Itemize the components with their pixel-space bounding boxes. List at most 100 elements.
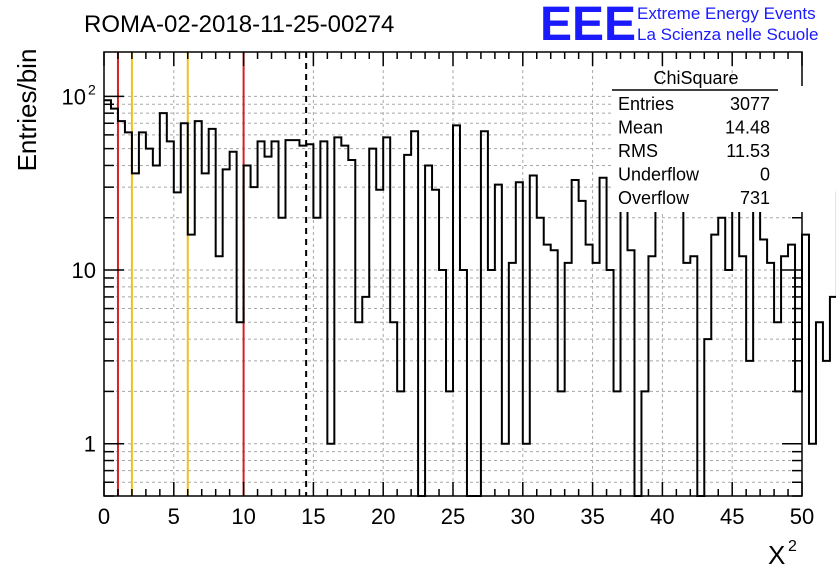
- stats-row-label: Overflow: [618, 188, 690, 208]
- histogram-bin: [279, 218, 286, 496]
- y-tick-label: 10: [62, 84, 86, 109]
- histogram-bin: [292, 140, 299, 496]
- x-tick-label: 45: [720, 504, 744, 529]
- stats-row-value: 3077: [730, 94, 770, 114]
- histogram-bin: [746, 361, 753, 496]
- x-tick-label: 50: [790, 504, 814, 529]
- histogram-bin: [348, 160, 355, 496]
- histogram-bin: [285, 140, 292, 496]
- histogram-bin: [781, 256, 788, 496]
- histogram-bin: [334, 137, 341, 496]
- histogram-bin: [495, 185, 502, 496]
- histogram-bin: [607, 270, 614, 496]
- y-tick-exponent: 2: [88, 81, 96, 97]
- histogram-bin: [111, 109, 118, 496]
- histogram-bin: [355, 322, 362, 496]
- y-tick-label: 10: [72, 258, 96, 283]
- histogram-bin: [153, 165, 160, 496]
- histogram-bin: [809, 444, 816, 496]
- histogram-bin: [453, 125, 460, 496]
- histogram-bin: [753, 211, 760, 496]
- histogram-bin: [669, 204, 676, 496]
- reference-lines: [116, 52, 308, 496]
- x-tick-label: 20: [371, 504, 395, 529]
- histogram-bin: [586, 245, 593, 496]
- histogram-bin: [167, 141, 174, 496]
- chart-title: ROMA-02-2018-11-25-00274: [84, 11, 394, 38]
- histogram-bin: [788, 245, 795, 496]
- histogram-bin: [690, 256, 697, 496]
- x-tick-label: 30: [511, 504, 535, 529]
- stats-row-label: Mean: [618, 118, 663, 138]
- histogram-bin: [802, 235, 809, 496]
- histogram-bin: [376, 190, 383, 496]
- stats-row-label: Underflow: [618, 165, 700, 185]
- histogram-bin: [188, 235, 195, 496]
- stats-box: ChiSquare Entries 3077 Mean 14.48 RMS 11.53 Un…: [612, 68, 806, 212]
- histogram-bin: [390, 322, 397, 496]
- histogram-bin: [676, 207, 683, 496]
- y-tick-label: 1: [84, 432, 96, 457]
- histogram-bin: [362, 297, 369, 496]
- x-tick-label: 10: [231, 504, 255, 529]
- histogram-bin: [704, 339, 711, 496]
- histogram-bin: [774, 322, 781, 496]
- x-axis-label: X 2: [768, 538, 797, 570]
- stats-row-label: RMS: [618, 141, 658, 161]
- histogram-bin: [711, 235, 718, 496]
- histogram-bin: [530, 176, 537, 496]
- histogram-bin: [383, 137, 390, 496]
- histogram-bin: [320, 141, 327, 496]
- histogram-bin: [411, 131, 418, 496]
- histogram-bin: [544, 245, 551, 496]
- histogram-bin: [181, 123, 188, 496]
- histogram-bin: [648, 256, 655, 496]
- histogram-bin: [272, 141, 279, 496]
- x-tick-label: 15: [301, 504, 325, 529]
- histogram-bin: [600, 178, 607, 496]
- histogram: [104, 99, 836, 497]
- histogram-bin: [132, 173, 139, 496]
- histogram-bin: [209, 129, 216, 496]
- x-tick-label: 40: [650, 504, 674, 529]
- logo-mark: EEE: [540, 0, 636, 51]
- histogram-bin: [174, 192, 181, 496]
- stats-row-value: 0: [760, 165, 770, 185]
- histogram-bin: [488, 270, 495, 496]
- histogram-bin: [572, 180, 579, 496]
- stats-rows: Entries 3077 Mean 14.48 RMS 11.53 Underflow 0 Ov…: [618, 94, 770, 208]
- histogram-bin: [816, 322, 823, 496]
- stats-row-label: Entries: [618, 94, 674, 114]
- stats-title: ChiSquare: [653, 68, 738, 88]
- stats-row-value: 731: [740, 188, 770, 208]
- histogram-bin: [439, 270, 446, 496]
- histogram-bin: [258, 141, 265, 496]
- histogram-bin: [223, 169, 230, 496]
- x-axis-label-sup: 2: [788, 538, 797, 555]
- histogram-bin: [432, 190, 439, 496]
- histogram-bin: [732, 204, 739, 496]
- y-axis-label: Entries/bin: [12, 49, 42, 172]
- stats-box-bg: [612, 86, 806, 212]
- histogram-bin: [244, 165, 251, 496]
- eee-logo: EEE Extreme Energy Events La Scienza nel…: [540, 0, 818, 51]
- stats-row-value: 11.53: [726, 141, 770, 161]
- histogram-bin: [265, 157, 272, 496]
- histogram-bin: [104, 100, 111, 496]
- stats-row-value: 14.48: [725, 118, 770, 138]
- histogram-bin: [725, 270, 732, 496]
- x-tick-label: 0: [98, 504, 110, 529]
- histogram-bin: [404, 155, 411, 496]
- histogram-bin: [621, 195, 628, 496]
- histogram-bin: [216, 256, 223, 496]
- x-axis-label-main: X: [768, 540, 785, 570]
- histogram-bin: [460, 270, 467, 496]
- histogram-bin: [202, 173, 209, 496]
- x-tick-label: 25: [441, 504, 465, 529]
- logo-line-2: La Scienza nelle Scuole: [637, 25, 818, 44]
- histogram-bin: [537, 218, 544, 496]
- histogram-bin: [237, 322, 244, 496]
- histogram-bin: [823, 361, 830, 496]
